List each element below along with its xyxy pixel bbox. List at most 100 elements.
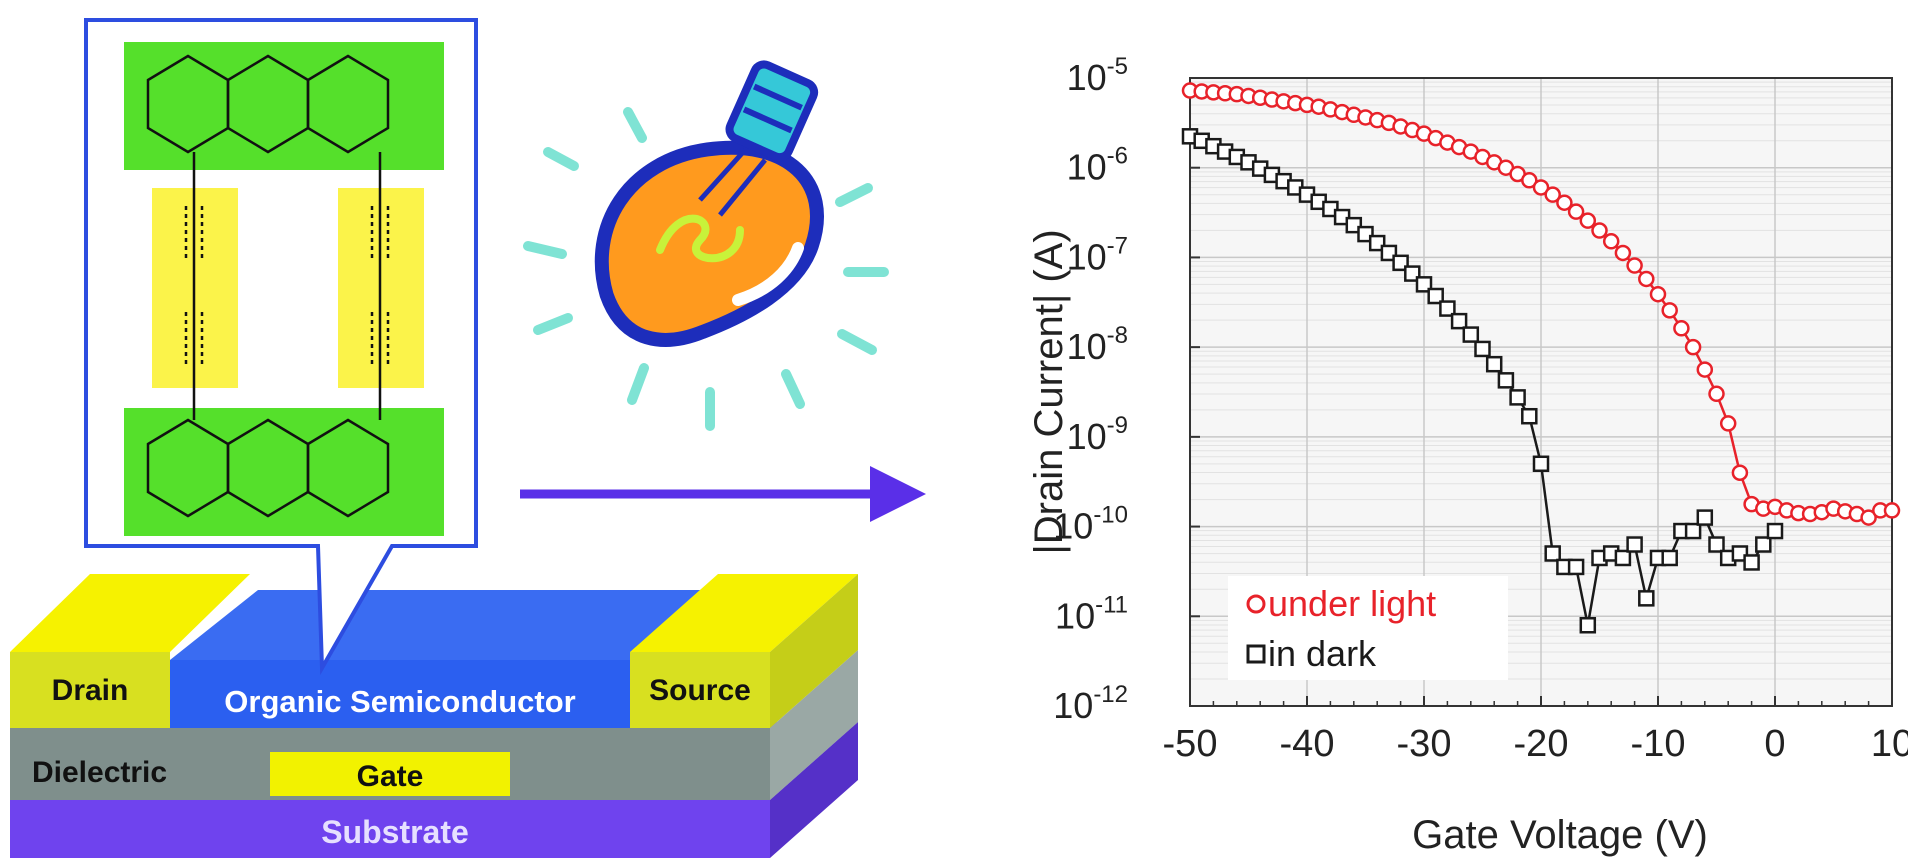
- dielectric-side: [770, 650, 858, 800]
- x-tick-label: 10: [1871, 723, 1908, 765]
- data-point: [1860, 509, 1877, 526]
- semiconductor-top: [170, 590, 718, 660]
- legend: under light in dark: [1228, 576, 1508, 680]
- arrow-right-icon: [520, 466, 926, 522]
- bulb-filament: [656, 214, 744, 263]
- gate-label: Gate: [357, 760, 424, 793]
- data-point: [1591, 222, 1608, 239]
- legend-label-in-dark: in dark: [1268, 633, 1377, 674]
- data-point: [1743, 554, 1760, 571]
- bulb-glass: [594, 140, 824, 347]
- data-point: [1638, 590, 1655, 607]
- y-tick-label: 10-12: [1053, 681, 1128, 726]
- data-point: [1567, 203, 1585, 220]
- data-point: [1684, 522, 1702, 540]
- data-point: [1462, 326, 1480, 343]
- data-point: [1439, 300, 1456, 317]
- x-tick-label: 0: [1764, 723, 1785, 765]
- y-tick-label: 10-11: [1055, 591, 1128, 636]
- y-tick-label: 10-5: [1067, 53, 1128, 98]
- substrate-label: Substrate: [321, 814, 469, 850]
- data-point: [1532, 455, 1550, 473]
- data-point: [1521, 172, 1538, 189]
- data-point: [1579, 212, 1597, 229]
- y-tick-label: 10-10: [1053, 502, 1128, 547]
- data-point: [1661, 549, 1678, 567]
- data-point: [1497, 372, 1515, 389]
- data-point: [1556, 194, 1573, 211]
- source-front: [630, 652, 770, 728]
- x-tick-label: -40: [1280, 723, 1335, 765]
- x-ticks: -50 -40 -30 -20 -10 0 10: [1163, 696, 1908, 765]
- drain-front: [10, 652, 170, 728]
- source-side: [770, 574, 858, 728]
- anthracene-top-highlight: [124, 42, 444, 170]
- bulb-socket: [725, 60, 819, 162]
- data-point: [1731, 464, 1749, 481]
- light-bulb-icon: [523, 60, 889, 431]
- data-point: [1626, 536, 1643, 553]
- data-point: [1883, 502, 1901, 519]
- data-point: [1708, 385, 1725, 403]
- data-point: [1614, 244, 1632, 262]
- data-point: [1638, 270, 1655, 288]
- data-point: [1567, 558, 1585, 576]
- data-point: [1427, 287, 1444, 305]
- drain-top: [10, 574, 250, 652]
- substrate-front: [10, 800, 770, 858]
- data-point: [1532, 179, 1550, 196]
- legend-marker-in-dark: [1246, 644, 1266, 664]
- data-point: [1614, 549, 1632, 567]
- y-tick-label: 10-6: [1067, 143, 1128, 188]
- data-point: [1544, 186, 1561, 203]
- data-point: [1521, 407, 1538, 425]
- data-point: [1509, 389, 1526, 406]
- data-point: [1579, 617, 1597, 634]
- drain-label: Drain: [52, 674, 129, 707]
- source-top: [630, 574, 858, 652]
- data-point: [1544, 545, 1561, 562]
- series-in-dark: [1181, 128, 1784, 634]
- substrate-side: [770, 722, 858, 858]
- data-point: [1696, 509, 1714, 526]
- x-axis-label: Gate Voltage (V): [1412, 813, 1708, 857]
- data-point: [1719, 415, 1737, 432]
- semiconductor-label: Organic Semiconductor: [224, 684, 575, 719]
- data-point: [1696, 361, 1714, 378]
- x-tick-label: -20: [1514, 723, 1569, 765]
- legend-marker-under-light: [1246, 594, 1266, 614]
- molecule-structure: [146, 54, 390, 518]
- gate-electrode: [270, 752, 510, 796]
- semiconductor-front: [170, 660, 630, 728]
- data-point: [1755, 536, 1772, 553]
- dielectric-label: Dielectric: [32, 756, 167, 789]
- data-point: [1661, 302, 1678, 319]
- data-point: [1485, 355, 1503, 373]
- data-point: [1766, 522, 1784, 540]
- series-under-light: [1181, 82, 1901, 526]
- y-axis-label: |Drain Current| (A): [1027, 229, 1071, 554]
- x-tick-label: -30: [1397, 723, 1452, 765]
- y-tick-label: 10-8: [1067, 322, 1128, 367]
- anthracene-bottom-highlight: [124, 408, 444, 536]
- data-point: [1708, 536, 1725, 553]
- x-tick-label: -10: [1631, 723, 1686, 765]
- device-schematic: Substrate Dielectric Gate Organic Semico…: [10, 18, 858, 858]
- y-tick-label: 10-7: [1067, 232, 1128, 277]
- data-point: [1450, 312, 1468, 330]
- data-point: [1626, 257, 1643, 274]
- series: [1181, 82, 1901, 634]
- transfer-characteristics-chart: -50 -40 -30 -20 -10 0 10 10-5 10-6 10-7 10-8 10-9 1…: [1027, 53, 1908, 857]
- data-point: [1602, 233, 1620, 250]
- y-tick-label: 10-9: [1067, 412, 1128, 457]
- bulb-highlight: [732, 242, 804, 306]
- x-tick-label: -50: [1163, 723, 1218, 765]
- data-point: [1474, 340, 1491, 358]
- legend-box: [1228, 576, 1508, 680]
- data-point: [1673, 320, 1690, 337]
- legend-label-under-light: under light: [1268, 583, 1436, 624]
- source-label: Source: [649, 674, 751, 707]
- data-point: [1649, 285, 1667, 303]
- data-point: [1684, 338, 1702, 356]
